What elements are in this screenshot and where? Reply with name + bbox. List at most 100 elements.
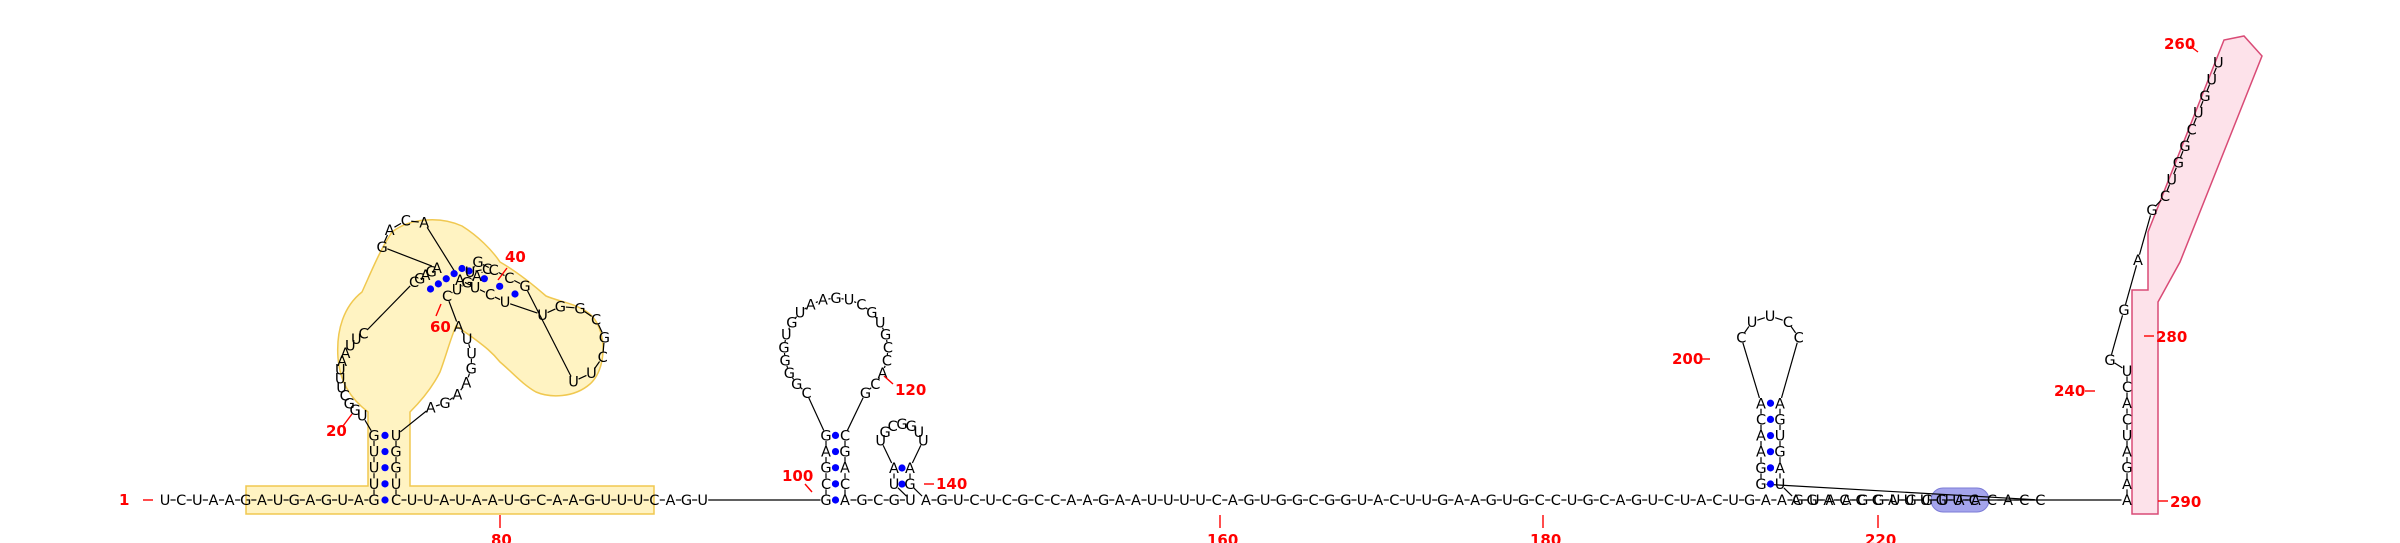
- nucleotide: C: [1712, 493, 1722, 509]
- nucleotide: G: [778, 341, 789, 357]
- highlight-region-yellow: [245, 219, 655, 515]
- nucleotide: U: [337, 493, 348, 509]
- tick-pos-60: [435, 303, 442, 317]
- nucleotide: A: [454, 320, 464, 336]
- nucleotide: A: [257, 493, 267, 509]
- nucleotide: C: [340, 389, 350, 405]
- nucleotide: A: [1756, 396, 1766, 412]
- label-pos-220: 220: [1865, 531, 1896, 543]
- nucleotide: U: [1952, 493, 1963, 509]
- backbone-link: [865, 307, 868, 310]
- backbone-link: [449, 397, 454, 401]
- nucleotide: U: [391, 428, 402, 444]
- nucleotide: C: [1736, 330, 1746, 346]
- backbone-link: [597, 324, 603, 333]
- nucleotide: C: [856, 298, 866, 314]
- nucleotide: A: [2003, 493, 2013, 509]
- nucleotide: G: [1744, 493, 1755, 509]
- nucleotide: C: [358, 327, 368, 343]
- nucleotide: U: [2206, 72, 2217, 88]
- nucleotide: A: [1761, 493, 1771, 509]
- nucleotide: U: [273, 493, 284, 509]
- nucleotide: A: [878, 366, 888, 382]
- tick-pos-20: [342, 413, 353, 427]
- backbone-link: [468, 344, 471, 349]
- label-pos-60: 60: [430, 318, 451, 336]
- nucleotide: U: [465, 265, 476, 281]
- nucleotide: U: [336, 380, 347, 396]
- nucleotide: G: [1292, 493, 1303, 509]
- label-pos-280: 280: [2156, 328, 2187, 346]
- backbone-link: [435, 404, 440, 407]
- nucleotide: U: [875, 433, 886, 449]
- nucleotide: U: [918, 433, 929, 449]
- nucleotide: C: [489, 263, 499, 279]
- nucleotide: A: [385, 223, 395, 239]
- nucleotide: A: [1842, 493, 1852, 509]
- backbone-link: [460, 386, 464, 391]
- backbone-link: [882, 445, 893, 464]
- nucleotide: G: [2146, 203, 2157, 219]
- nucleotide: G: [555, 300, 566, 316]
- backbone-link: [788, 327, 791, 330]
- backbone-link: [794, 316, 798, 319]
- backbone-link: [461, 330, 465, 335]
- nucleotide: C: [1969, 493, 1979, 509]
- nucleotide: A: [354, 493, 364, 509]
- nucleotide: A: [488, 493, 498, 509]
- nucleotide: G: [461, 276, 472, 292]
- nucleotide: G: [2104, 353, 2115, 369]
- label-pos-40: 40: [505, 248, 526, 266]
- base-pair-dot: [434, 280, 442, 288]
- base-pair-dot: [1766, 480, 1775, 488]
- backbone-link: [602, 342, 605, 352]
- nucleotide: U: [600, 493, 611, 509]
- nucleotide: U: [1920, 493, 1931, 509]
- nucleotide: C: [1389, 493, 1399, 509]
- backbone-link: [869, 387, 872, 390]
- nucleotide: U: [1938, 493, 1949, 509]
- nucleotide: A: [419, 216, 429, 232]
- base-pair-dot: [381, 496, 389, 504]
- base-pair-dot: [381, 480, 389, 488]
- nucleotide: G: [904, 477, 915, 493]
- backbone-link: [366, 285, 411, 331]
- nucleotide: U: [2166, 172, 2177, 188]
- nucleotide: U: [335, 372, 346, 388]
- nucleotide: A: [1775, 461, 1785, 477]
- backbone-link: [547, 308, 556, 314]
- nucleotide: A: [1615, 493, 1625, 509]
- nucleotide: G: [1340, 493, 1351, 509]
- nucleotide: C: [2122, 380, 2132, 396]
- nucleotide: G: [466, 361, 477, 377]
- nucleotide: U: [2122, 364, 2133, 380]
- nucleotide: G: [889, 493, 900, 509]
- nucleotide: U: [905, 493, 916, 509]
- nucleotide: U: [586, 366, 597, 382]
- tick-pos-40: [497, 267, 508, 281]
- nucleotide: A: [455, 273, 465, 289]
- nucleotide: U: [192, 493, 203, 509]
- nucleotide: U: [357, 408, 368, 424]
- nucleotide: U: [466, 346, 477, 362]
- backbone-link: [800, 387, 803, 390]
- label-pos-140: 140: [936, 475, 967, 493]
- nucleotide: U: [889, 477, 900, 493]
- nucleotide: C: [1872, 493, 1882, 509]
- backbone-link: [471, 278, 473, 280]
- nucleotide: A: [840, 461, 850, 477]
- nucleotide: U: [407, 493, 418, 509]
- backbone-link: [565, 306, 575, 309]
- nucleotide: C: [649, 493, 659, 509]
- nucleotide: C: [1034, 493, 1044, 509]
- backbone-link: [2193, 117, 2197, 125]
- base-pair-dot: [381, 431, 389, 439]
- nucleotide: G: [574, 301, 585, 317]
- nucleotide: G: [1807, 493, 1818, 509]
- backbone-link: [2199, 100, 2204, 108]
- nucleotide: C: [1551, 493, 1561, 509]
- nucleotide: G: [820, 461, 831, 477]
- backbone-link: [2166, 184, 2171, 192]
- backbone-link: [510, 303, 538, 314]
- nucleotide: G: [779, 354, 790, 370]
